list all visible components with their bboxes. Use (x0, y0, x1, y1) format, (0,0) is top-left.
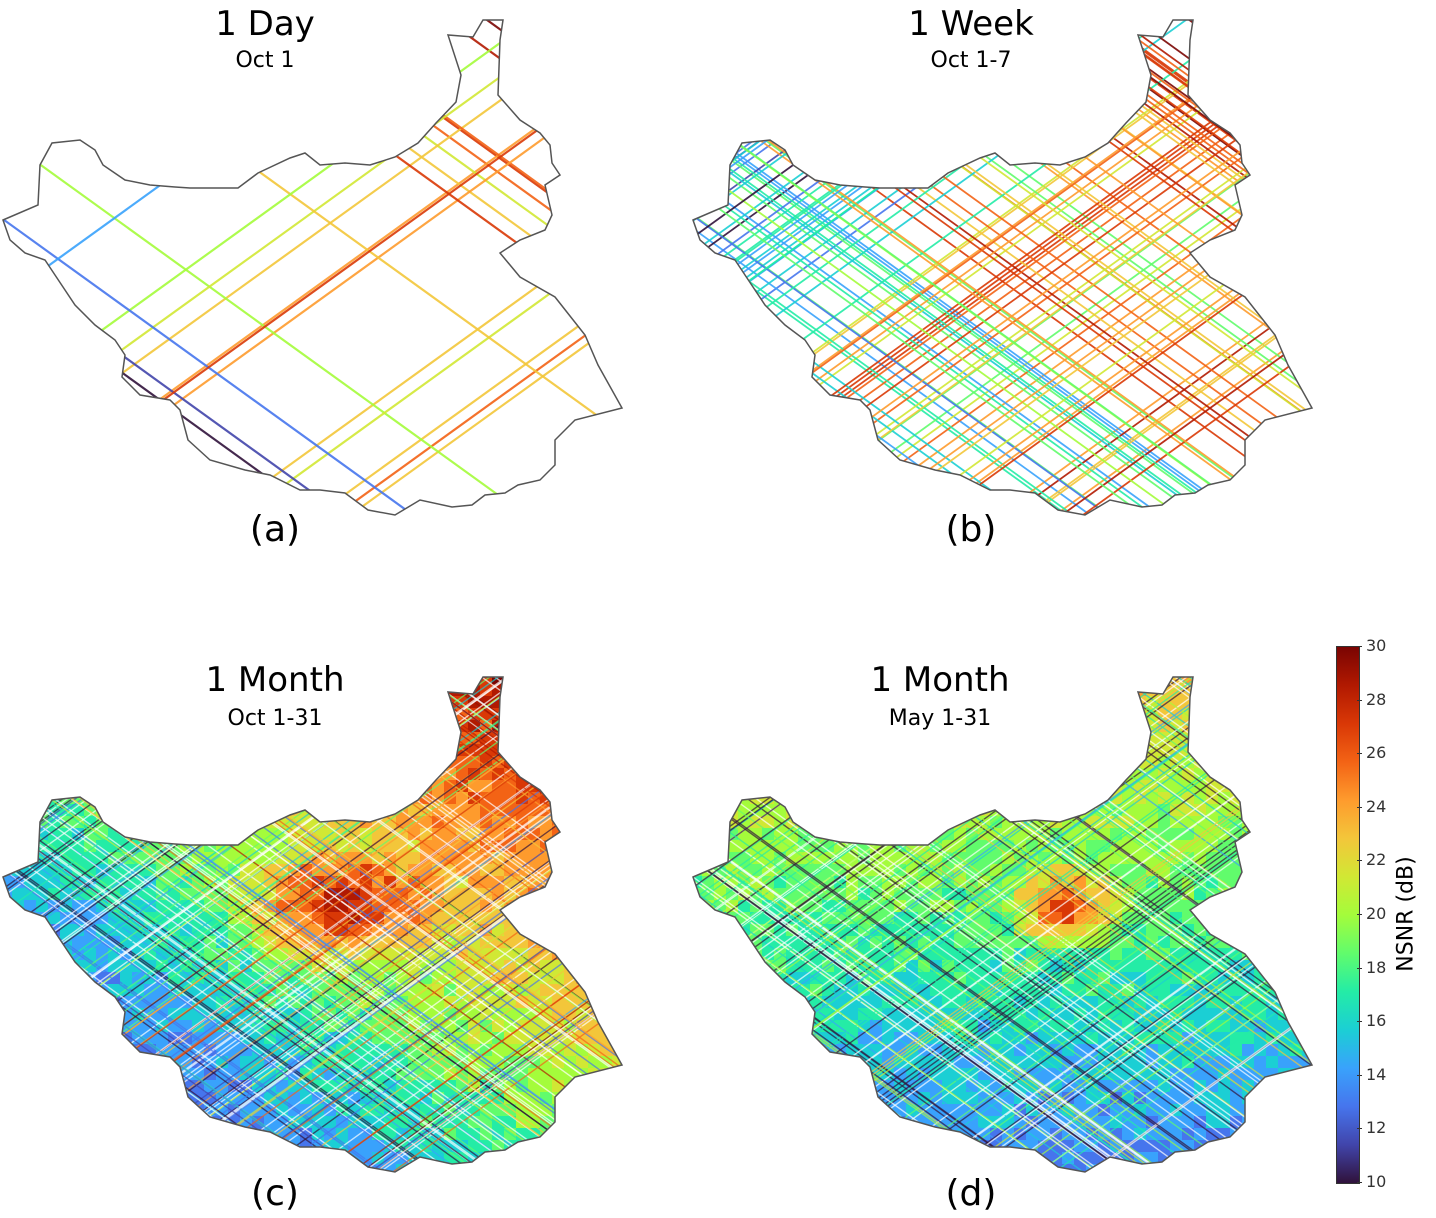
colorbar-tick-label: 20 (1366, 904, 1387, 923)
colorbar-tick-label: 16 (1366, 1011, 1387, 1031)
panel-date: Oct 1-31 (227, 706, 323, 731)
panel-date: Oct 1-7 (930, 48, 1012, 73)
swath-tracks (693, 677, 1312, 1172)
panel-label: (c) (251, 1173, 299, 1214)
colorbar-tick-mark (1357, 646, 1362, 647)
map-oct-1-7-week (692, 19, 1314, 516)
colorbar-tick-label: 18 (1366, 957, 1387, 977)
map-oct-1-day (2, 19, 624, 516)
colorbar-tick-mark (1357, 699, 1362, 701)
map-may-1-31-month (692, 676, 1314, 1173)
swath-tracks (3, 20, 622, 515)
colorbar-tick-label: 24 (1366, 796, 1387, 816)
colorbar-tick-mark (1357, 860, 1362, 862)
panel-title: 1 Month (870, 660, 1010, 700)
panel-label: (b) (945, 509, 997, 550)
colorbar-tick-mark (1357, 1021, 1362, 1023)
colorbar-tick-label: 26 (1366, 743, 1387, 763)
panel-date: May 1-31 (888, 706, 992, 731)
colorbar-tick-mark (1357, 967, 1362, 969)
colorbar-tick-mark (1357, 806, 1362, 808)
colorbar-tick-label: 10 (1366, 1172, 1387, 1191)
country-outline (692, 19, 1314, 516)
colorbar-tick-label: 22 (1366, 850, 1387, 870)
colorbar-tick-label: 14 (1366, 1064, 1387, 1084)
colorbar-tick-label: 12 (1366, 1118, 1387, 1138)
colorbar (1336, 646, 1360, 1184)
country-outline (2, 676, 624, 1173)
map-oct-1-31-month (2, 676, 624, 1173)
colorbar-tick-mark (1357, 753, 1362, 755)
panel-title: 1 Week (908, 4, 1034, 44)
country-outline (692, 676, 1314, 1173)
colorbar-tick-label: 28 (1366, 689, 1387, 709)
swath-tracks (3, 677, 622, 1172)
colorbar-tick-mark (1357, 1182, 1362, 1183)
swath-tracks (693, 20, 1312, 515)
colorbar-tick-label: 30 (1366, 636, 1387, 655)
panel-title: 1 Month (205, 660, 345, 700)
country-outline (2, 19, 624, 516)
colorbar-tick-mark (1357, 1074, 1362, 1076)
colorbar-tick-mark (1357, 1128, 1362, 1130)
panel-date: Oct 1 (235, 48, 295, 73)
panel-title: 1 Day (215, 4, 315, 44)
panel-label: (d) (945, 1173, 997, 1214)
panel-label: (a) (249, 509, 301, 550)
colorbar-label: NSNR (dB) (1393, 856, 1419, 972)
colorbar-tick-mark (1357, 914, 1362, 915)
